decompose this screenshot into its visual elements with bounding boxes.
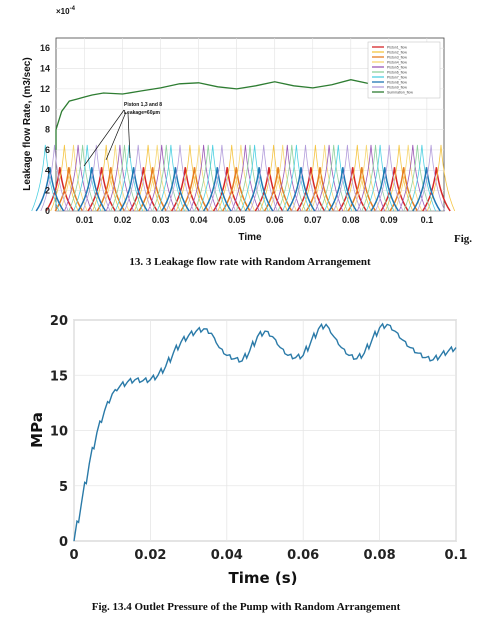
y-tick-label: 0 [59,535,68,550]
x-tick-label: 0.08 [342,215,360,225]
y-tick-label: 12 [40,84,50,94]
leakage-y-ticks: 0 2 4 6 8 10 12 14 16 [40,43,50,216]
piston-8-flow-line [35,167,441,212]
y-tick-label: 10 [40,104,50,114]
leakage-x-ticks: 0.01 0.02 0.03 0.04 0.05 0.06 0.07 0.08 0.09 0.1 [76,215,433,225]
piston-annotation: Piston 1,3 and 8 Leakage=60μm [83,102,162,167]
leakage-chart: 0.01 0.02 0.03 0.04 0.05 0.06 0.07 0.08 0.09 0.1 … [22,6,472,268]
figure1-caption: 13. 3 Leakage flow rate with Random Arra… [129,256,371,268]
legend-entry: Piston4_flow [387,60,407,64]
legend-entry: Piston5_flow [387,65,407,69]
legend-box [367,41,441,99]
fig-prefix: Fig. [454,233,472,245]
y-tick-label: 15 [50,369,68,384]
piston-flow-lines [31,144,456,212]
legend-entry: Summation_flow [387,90,413,94]
x-tick-label: 0.06 [266,215,284,225]
legend-entry: Piston2_flow [387,50,407,54]
y-tick-label: 4 [45,165,50,175]
y-tick-label: 20 [50,314,68,329]
piston-7-flow-line [31,144,436,212]
piston-1-flow-line [45,167,451,212]
piston-4-flow-line [59,144,423,212]
x-tick-label: 0.05 [228,215,246,225]
leakage-y-label: Leakage flow Rate, (m3/sec) [22,57,33,190]
piston-6-flow-line [68,144,432,212]
legend-entry: Piston3_flow [387,55,407,59]
legend-entry: Piston7_flow [387,75,407,79]
y-tick-label: 10 [50,425,68,440]
annotation-arrow-3 [127,112,131,159]
x-tick-label: 0 [69,548,78,563]
x-tick-label: 0.1 [421,215,434,225]
annotation-arrow-1 [83,109,125,167]
x-tick-label: 0.04 [190,215,208,225]
pressure-chart: 0 0.02 0.04 0.06 0.08 0.1 0 5 10 15 20 Time (s) M… [28,314,468,613]
pressure-x-ticks: 0 0.02 0.04 0.06 0.08 0.1 [69,548,467,563]
y-tick-label: 14 [40,64,50,74]
annotation-line-2: Leakage=60μm [124,110,161,116]
piston-3-flow-line [54,167,419,212]
x-tick-label: 0.1 [444,548,467,563]
x-tick-label: 0.02 [114,215,132,225]
legend-entry: Piston6_flow [387,70,407,74]
leakage-legend: Piston1_flowPiston2_flowPiston3_flowPist… [367,41,441,99]
y-tick-label: 5 [59,480,68,495]
y-tick-label: 2 [45,186,50,196]
x-tick-label: 0.02 [134,548,166,563]
outlet-pressure-line [73,322,457,542]
y-tick-label: 16 [40,43,50,53]
exponent-label: ×10-4 [56,6,76,16]
x-tick-label: 0.04 [211,548,243,563]
piston-2-flow-line [50,144,456,212]
pressure-y-ticks: 0 5 10 15 20 [50,314,68,550]
pressure-grid [73,319,457,542]
x-tick-label: 0.01 [76,215,94,225]
legend-entry: Piston9_flow [387,85,407,89]
x-tick-label: 0.07 [304,215,322,225]
legend-entry: Piston1_flow [387,45,407,49]
y-tick-label: 8 [45,125,50,135]
annotation-arrow-2 [105,111,127,161]
y-tick-label: 0 [45,206,50,216]
figure2-caption: Fig. 13.4 Outlet Pressure of the Pump wi… [92,601,401,613]
x-tick-label: 0.06 [287,548,319,563]
x-tick-label: 0.03 [152,215,170,225]
x-tick-label: 0.09 [380,215,398,225]
annotation-line-1: Piston 1,3 and 8 [124,102,162,108]
pressure-y-label: MPa [28,412,46,448]
leakage-x-label: Time [238,232,262,243]
summation-flow-line [55,79,428,150]
pressure-x-label: Time (s) [228,569,297,587]
y-tick-label: 6 [45,145,50,155]
legend-entry: Piston8_flow [387,80,407,84]
piston-5-flow-line [64,144,427,212]
x-tick-label: 0.08 [364,548,396,563]
piston-9-flow-line [40,144,446,212]
